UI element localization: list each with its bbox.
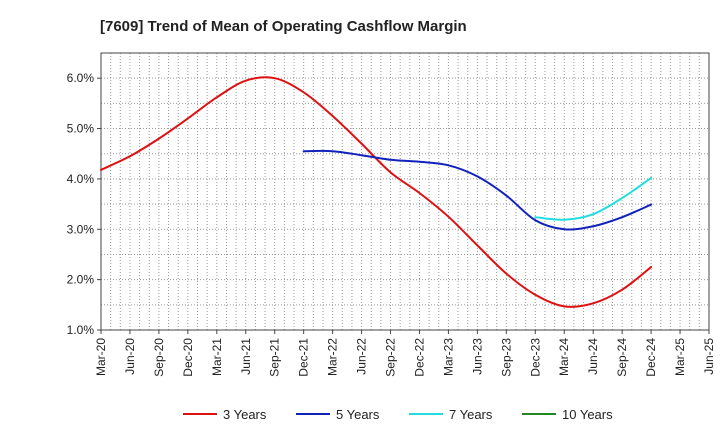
- x-tick-label: Mar-21: [210, 338, 224, 376]
- x-tick-label: Sep-23: [499, 338, 513, 377]
- x-tick-label: Jun-21: [239, 338, 253, 375]
- series-line-5-years: [302, 149, 653, 231]
- x-tick-label: Jun-20: [123, 338, 137, 375]
- x-tick-label: Dec-21: [297, 338, 311, 377]
- x-tick-label: Sep-20: [152, 338, 166, 377]
- x-tick-label: Jun-25: [702, 338, 716, 375]
- x-tick-label: Mar-20: [94, 338, 108, 376]
- legend-label: 7 Years: [449, 407, 493, 422]
- x-tick-label: Mar-23: [441, 338, 455, 376]
- x-tick-label: Sep-24: [615, 338, 629, 377]
- y-tick-label: 2.0%: [67, 273, 95, 287]
- y-tick-label: 6.0%: [67, 71, 95, 85]
- x-tick-label: Sep-21: [268, 338, 282, 377]
- y-tick-label: 5.0%: [67, 122, 95, 136]
- plot-border: [100, 52, 710, 331]
- x-tick-label: Jun-23: [470, 338, 484, 375]
- x-tick-label: Jun-24: [586, 338, 600, 375]
- x-tick-label: Mar-25: [673, 338, 687, 376]
- y-tick-label: 3.0%: [67, 222, 95, 236]
- chart-title: [7609] Trend of Mean of Operating Cashfl…: [100, 18, 467, 35]
- x-tick-label: Sep-22: [384, 338, 398, 377]
- legend-label: 10 Years: [562, 407, 613, 422]
- x-tick-label: Dec-22: [412, 338, 426, 377]
- legend: 3 Years 5 Years 7 Years 10 Years: [183, 407, 613, 422]
- x-tick-label: Mar-24: [557, 338, 571, 376]
- y-tick-label: 4.0%: [67, 172, 95, 186]
- plot-area: 1.0% 2.0% 3.0% 4.0% 5.0% 6.0% Mar-20 Jun-20 Sep-…: [67, 52, 716, 377]
- x-tick-label: Dec-24: [644, 338, 658, 377]
- legend-label: 5 Years: [336, 407, 380, 422]
- series-line-7-years: [534, 176, 653, 221]
- x-tick-label: Dec-23: [528, 338, 542, 377]
- x-tick-label: Dec-20: [181, 338, 195, 377]
- x-tick-label: Jun-22: [355, 338, 369, 375]
- x-tick-label: Mar-22: [326, 338, 340, 376]
- plot-background: [101, 53, 709, 330]
- y-tick-label: 1.0%: [67, 323, 95, 337]
- legend-label: 3 Years: [223, 407, 267, 422]
